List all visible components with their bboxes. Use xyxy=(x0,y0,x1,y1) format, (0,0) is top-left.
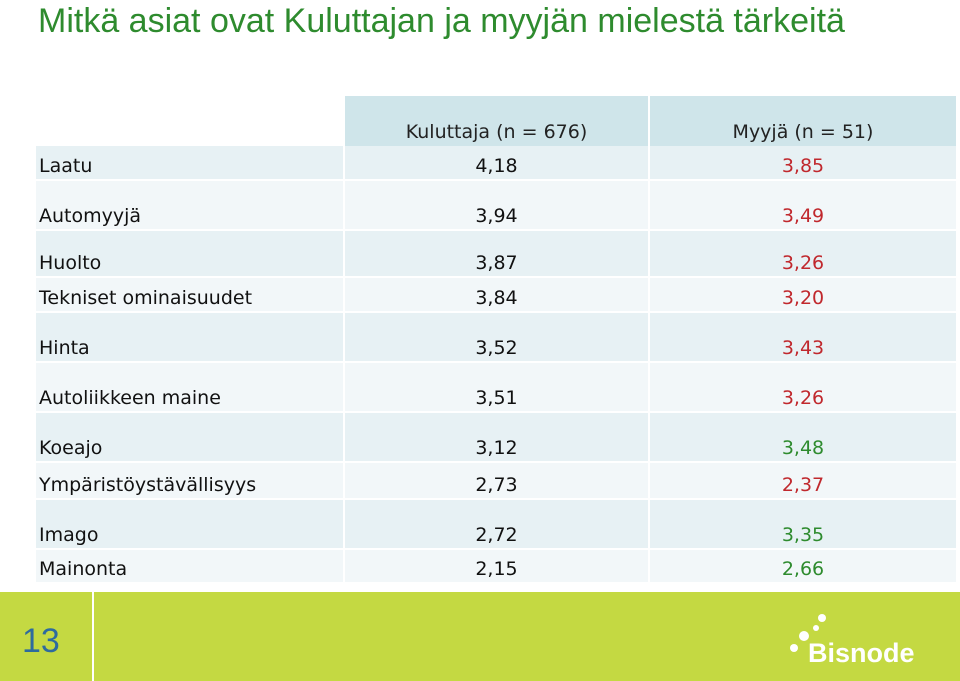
category-label: Automyyjä xyxy=(39,205,142,227)
myyja-value: 3,35 xyxy=(781,524,825,546)
table-row: Mainonta 2,15 2,66 xyxy=(36,550,956,582)
table-row: Koeajo 3,12 3,48 xyxy=(36,413,956,461)
table-row: Hinta 3,52 3,43 xyxy=(36,313,956,361)
kuluttaja-value: 3,94 xyxy=(475,205,518,227)
kuluttaja-value-cell: 2,72 xyxy=(345,500,648,548)
kuluttaja-value: 3,84 xyxy=(475,287,518,309)
table-row: Autoliikkeen maine 3,51 3,26 xyxy=(36,363,956,411)
category-label-cell: Hinta xyxy=(36,313,343,361)
kuluttaja-value-cell: 3,52 xyxy=(345,313,648,361)
category-label: Tekniset ominaisuudet xyxy=(39,287,253,309)
myyja-value-cell: 3,43 xyxy=(650,313,956,361)
myyja-value-cell: 2,37 xyxy=(650,463,956,498)
category-label-cell: Tekniset ominaisuudet xyxy=(36,278,343,311)
category-label-cell: Mainonta xyxy=(36,550,343,582)
kuluttaja-value: 3,87 xyxy=(475,252,518,274)
category-label: Autoliikkeen maine xyxy=(39,387,221,409)
myyja-value: 3,85 xyxy=(781,155,825,177)
logo-text: Bisnode xyxy=(808,638,915,668)
category-label-cell: Koeajo xyxy=(36,413,343,461)
kuluttaja-value-cell: 4,18 xyxy=(345,146,648,179)
myyja-value: 3,43 xyxy=(781,337,825,359)
bisnode-logo: Bisnode xyxy=(790,614,915,668)
table-row: Imago 2,72 3,35 xyxy=(36,500,956,548)
myyja-value: 3,26 xyxy=(781,387,825,409)
category-label: Huolto xyxy=(39,252,102,274)
kuluttaja-value-cell: 3,94 xyxy=(345,181,648,229)
kuluttaja-value-cell: 2,15 xyxy=(345,550,648,582)
header-myyja-label: Myyjä (n = 51) xyxy=(732,121,874,143)
header-myyja: Myyjä (n = 51) xyxy=(650,96,956,146)
kuluttaja-value-cell: 3,12 xyxy=(345,413,648,461)
kuluttaja-value-cell: 3,84 xyxy=(345,278,648,311)
category-label-cell: Automyyjä xyxy=(36,181,343,229)
category-label: Ympäristöystävällisyys xyxy=(39,474,257,496)
myyja-value-cell: 2,66 xyxy=(650,550,956,582)
myyja-value-cell: 3,26 xyxy=(650,231,956,276)
kuluttaja-value-cell: 3,51 xyxy=(345,363,648,411)
myyja-value-cell: 3,20 xyxy=(650,278,956,311)
myyja-value-cell: 3,26 xyxy=(650,363,956,411)
kuluttaja-value: 3,52 xyxy=(475,337,518,359)
page-number: 13 xyxy=(22,622,60,660)
kuluttaja-value: 3,51 xyxy=(475,387,518,409)
kuluttaja-value: 4,18 xyxy=(475,155,518,177)
kuluttaja-value-cell: 2,73 xyxy=(345,463,648,498)
category-label-cell: Imago xyxy=(36,500,343,548)
myyja-value: 3,49 xyxy=(781,205,825,227)
table-row: Automyyjä 3,94 3,49 xyxy=(36,181,956,229)
page-title: Mitkä asiat ovat Kuluttajan ja myyjän mi… xyxy=(38,2,845,40)
category-label-cell: Ympäristöystävällisyys xyxy=(36,463,343,498)
myyja-value-cell: 3,35 xyxy=(650,500,956,548)
kuluttaja-value: 2,15 xyxy=(475,558,518,580)
category-label-cell: Autoliikkeen maine xyxy=(36,363,343,411)
table-row: Huolto 3,87 3,26 xyxy=(36,231,956,276)
category-label: Laatu xyxy=(39,155,93,177)
kuluttaja-value-cell: 3,87 xyxy=(345,231,648,276)
kuluttaja-value: 2,72 xyxy=(475,524,518,546)
table-row: Laatu 4,18 3,85 xyxy=(36,146,956,179)
myyja-value: 3,26 xyxy=(781,252,825,274)
category-label: Mainonta xyxy=(39,558,128,580)
myyja-value: 2,66 xyxy=(781,558,825,580)
table-row: Tekniset ominaisuudet 3,84 3,20 xyxy=(36,278,956,311)
header-kuluttaja-label: Kuluttaja (n = 676) xyxy=(405,121,588,143)
kuluttaja-value: 2,73 xyxy=(475,474,518,496)
myyja-value: 3,20 xyxy=(781,287,825,309)
table-row: Ympäristöystävällisyys 2,73 2,37 xyxy=(36,463,956,498)
myyja-value-cell: 3,49 xyxy=(650,181,956,229)
myyja-value: 2,37 xyxy=(781,474,825,496)
category-label: Imago xyxy=(39,524,99,546)
category-label-cell: Laatu xyxy=(36,146,343,179)
kuluttaja-value: 3,12 xyxy=(475,437,518,459)
category-label: Koeajo xyxy=(39,437,103,459)
header-kuluttaja: Kuluttaja (n = 676) xyxy=(345,96,648,146)
page-number-box: 13 xyxy=(0,592,94,681)
myyja-value-cell: 3,85 xyxy=(650,146,956,179)
category-label-cell: Huolto xyxy=(36,231,343,276)
footer-bar: 13 Bisnode xyxy=(0,592,960,681)
category-label: Hinta xyxy=(39,337,90,359)
myyja-value: 3,48 xyxy=(781,437,825,459)
myyja-value-cell: 3,48 xyxy=(650,413,956,461)
